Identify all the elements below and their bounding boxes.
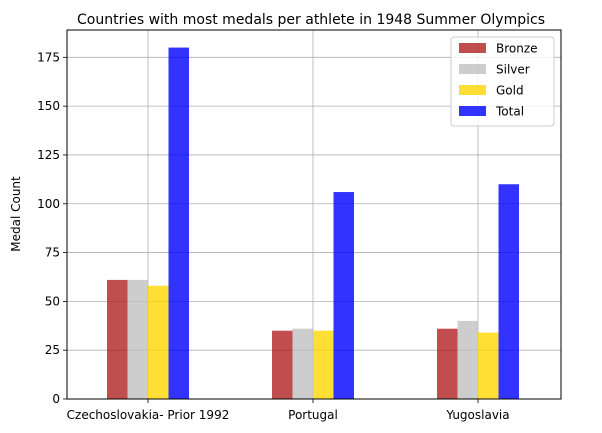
legend-frame [450,36,555,127]
x-tick-label: Czechoslovakia- Prior 1992 [67,408,230,422]
bar-silver-0 [127,279,148,399]
bar-silver-2 [457,320,478,399]
legend-label-bronze: Bronze [496,42,538,56]
y-tick-label: 125 [37,148,60,162]
y-tick-label: 25 [45,343,60,357]
y-axis-label: Medal Count [9,176,23,252]
bar-bronze-1 [272,330,293,399]
y-tick-label: 50 [45,294,60,308]
legend-label-gold: Gold [496,84,524,98]
legend-swatch-total [459,106,486,116]
legend-swatch-silver [459,64,486,74]
bar-group [107,47,519,399]
bar-gold-0 [148,285,169,399]
legend: Bronze Silver Gold Total [450,36,555,127]
axis-ticks: 0 25 50 75 100 125 150 175 Czechoslovakia- Prior… [37,50,510,422]
legend-label-total: Total [495,105,524,119]
y-tick-label: 175 [37,50,60,64]
plot-frame [66,29,562,400]
bar-total-2 [498,184,519,399]
legend-swatch-gold [459,85,486,95]
y-tick-label: 75 [45,246,60,260]
bar-bronze-2 [437,328,458,399]
legend-swatch-bronze [459,43,486,53]
y-tick-label: 100 [37,197,60,211]
legend-label-silver: Silver [496,63,530,77]
bar-total-0 [168,47,189,399]
bar-gold-2 [478,332,499,399]
bar-total-1 [333,192,354,399]
y-tick-label: 0 [52,392,60,406]
bar-gold-1 [313,330,334,399]
bar-silver-1 [292,328,313,399]
x-tick-label: Portugal [288,408,338,422]
bar-bronze-0 [107,279,128,399]
x-tick-label: Yugoslavia [445,408,509,422]
y-tick-label: 150 [37,99,60,113]
chart-title: Countries with most medals per athlete i… [77,12,545,28]
